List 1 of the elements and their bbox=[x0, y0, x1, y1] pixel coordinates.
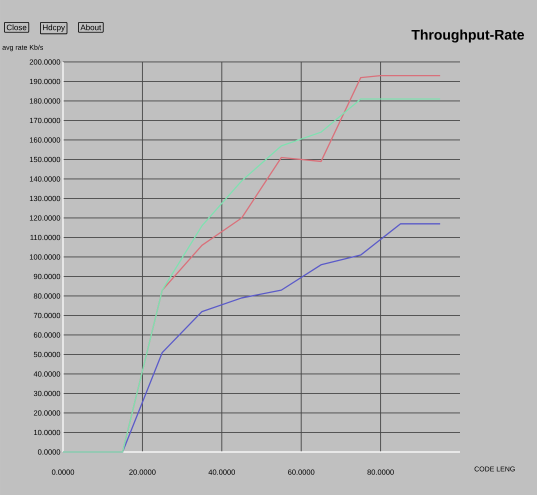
chart-title: Throughput-Rate bbox=[412, 29, 524, 43]
